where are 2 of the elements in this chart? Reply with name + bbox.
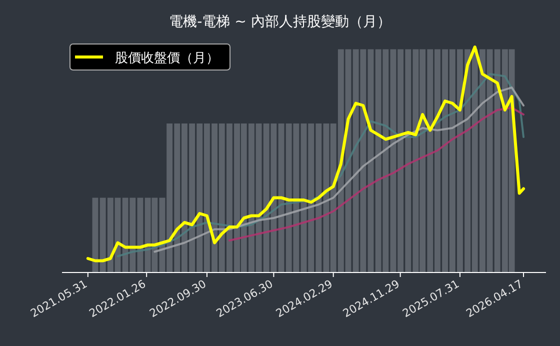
chart-title: 電機-電梯 ~ 內部人持股變動（月）	[169, 14, 391, 30]
legend-label: 股價收盤價（月）	[115, 51, 219, 66]
